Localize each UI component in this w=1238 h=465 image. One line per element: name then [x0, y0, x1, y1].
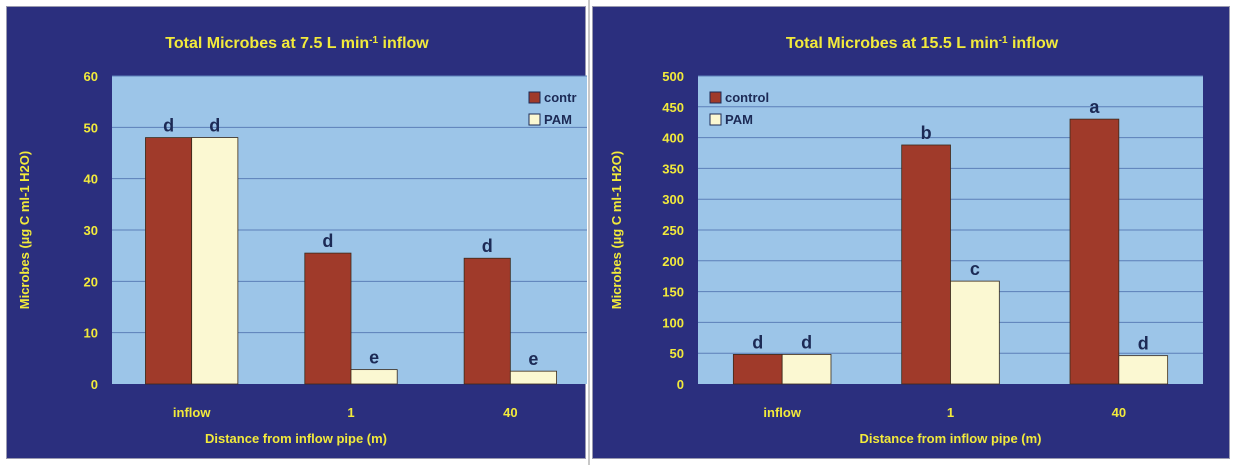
- y-tick-label: 350: [662, 161, 684, 176]
- bar-control: [1069, 118, 1120, 385]
- y-axis-label: Microbes (µg C ml-1 H2O): [17, 151, 32, 309]
- legend-label: control: [725, 90, 769, 105]
- y-tick-label: 30: [84, 223, 98, 238]
- legend-swatch-pam: [709, 113, 722, 126]
- chart-panel-right: 0 50 100 150 200 250 300 350 400 450 500 d d inflow b c…: [592, 6, 1230, 459]
- y-tick-label: 100: [662, 315, 684, 330]
- x-axis-label: Distance from inflow pipe (m): [859, 431, 1041, 446]
- bar-data-label: e: [528, 349, 538, 369]
- y-tick-label: 50: [84, 120, 98, 135]
- y-tick-label: 300: [662, 192, 684, 207]
- bar-control: [732, 354, 783, 385]
- bar-data-label: d: [752, 332, 763, 352]
- legend-swatch-control: [709, 91, 722, 104]
- y-tick-label: 20: [84, 274, 98, 289]
- bar-pam: [950, 280, 1000, 385]
- bar-data-label: d: [163, 116, 174, 136]
- bar-pam: [509, 370, 557, 385]
- legend-label: PAM: [544, 112, 572, 127]
- bar-pam: [1118, 355, 1169, 385]
- bar-pam: [781, 354, 832, 385]
- x-tick-label: inflow: [763, 405, 801, 420]
- x-tick-label: 40: [503, 405, 517, 420]
- panel-divider: [588, 0, 590, 465]
- y-tick-label: 250: [662, 223, 684, 238]
- legend-label: contr: [544, 90, 577, 105]
- bar-data-label: e: [369, 348, 379, 368]
- bar-data-label: d: [209, 116, 220, 136]
- y-tick-label: 50: [670, 346, 684, 361]
- bar-pam: [350, 369, 398, 385]
- bar-data-label: d: [1138, 334, 1149, 354]
- y-tick-label: 450: [662, 100, 684, 115]
- bar-data-label: b: [921, 123, 932, 143]
- chart-panel-left: 0 10 20 30 40 50 60 d d inflow d e 1 d e 40 Total Microb…: [6, 6, 587, 459]
- y-tick-label: 150: [662, 285, 684, 300]
- x-tick-label: 40: [1112, 405, 1126, 420]
- bar-control: [145, 137, 193, 385]
- bar-data-label: d: [801, 332, 812, 352]
- y-tick-label: 500: [662, 69, 684, 84]
- chart-left: 0 10 20 30 40 50 60 d d inflow d e 1 d e 40 Total Microb…: [17, 35, 587, 446]
- x-tick-label: 1: [347, 405, 354, 420]
- bar-pam: [191, 137, 239, 385]
- bar-control: [463, 257, 511, 385]
- y-tick-label: 200: [662, 254, 684, 269]
- bar-data-label: c: [970, 259, 980, 279]
- x-tick-label: 1: [947, 405, 954, 420]
- y-tick-label: 400: [662, 131, 684, 146]
- bar-data-label: d: [482, 236, 493, 256]
- y-axis-label: Microbes (µg C ml-1 H2O): [609, 151, 624, 309]
- chart-title: Total Microbes at 7.5 L min-1 inflow: [165, 35, 429, 53]
- chart-right: 0 50 100 150 200 250 300 350 400 450 500 d d inflow b c…: [609, 35, 1203, 446]
- chart-title: Total Microbes at 15.5 L min-1 inflow: [786, 35, 1059, 53]
- y-tick-label: 0: [677, 377, 684, 392]
- legend-swatch-pam: [528, 113, 541, 126]
- x-tick-label: inflow: [173, 405, 211, 420]
- legend-label: PAM: [725, 112, 753, 127]
- bar-data-label: a: [1089, 97, 1100, 117]
- bar-data-label: d: [322, 231, 333, 251]
- y-tick-label: 0: [91, 377, 98, 392]
- bar-control: [901, 144, 951, 385]
- x-axis-label: Distance from inflow pipe (m): [205, 431, 387, 446]
- legend-swatch-control: [528, 91, 541, 104]
- bar-control: [304, 252, 352, 385]
- y-tick-label: 40: [84, 172, 98, 187]
- y-tick-label: 60: [84, 69, 98, 84]
- y-tick-label: 10: [84, 326, 98, 341]
